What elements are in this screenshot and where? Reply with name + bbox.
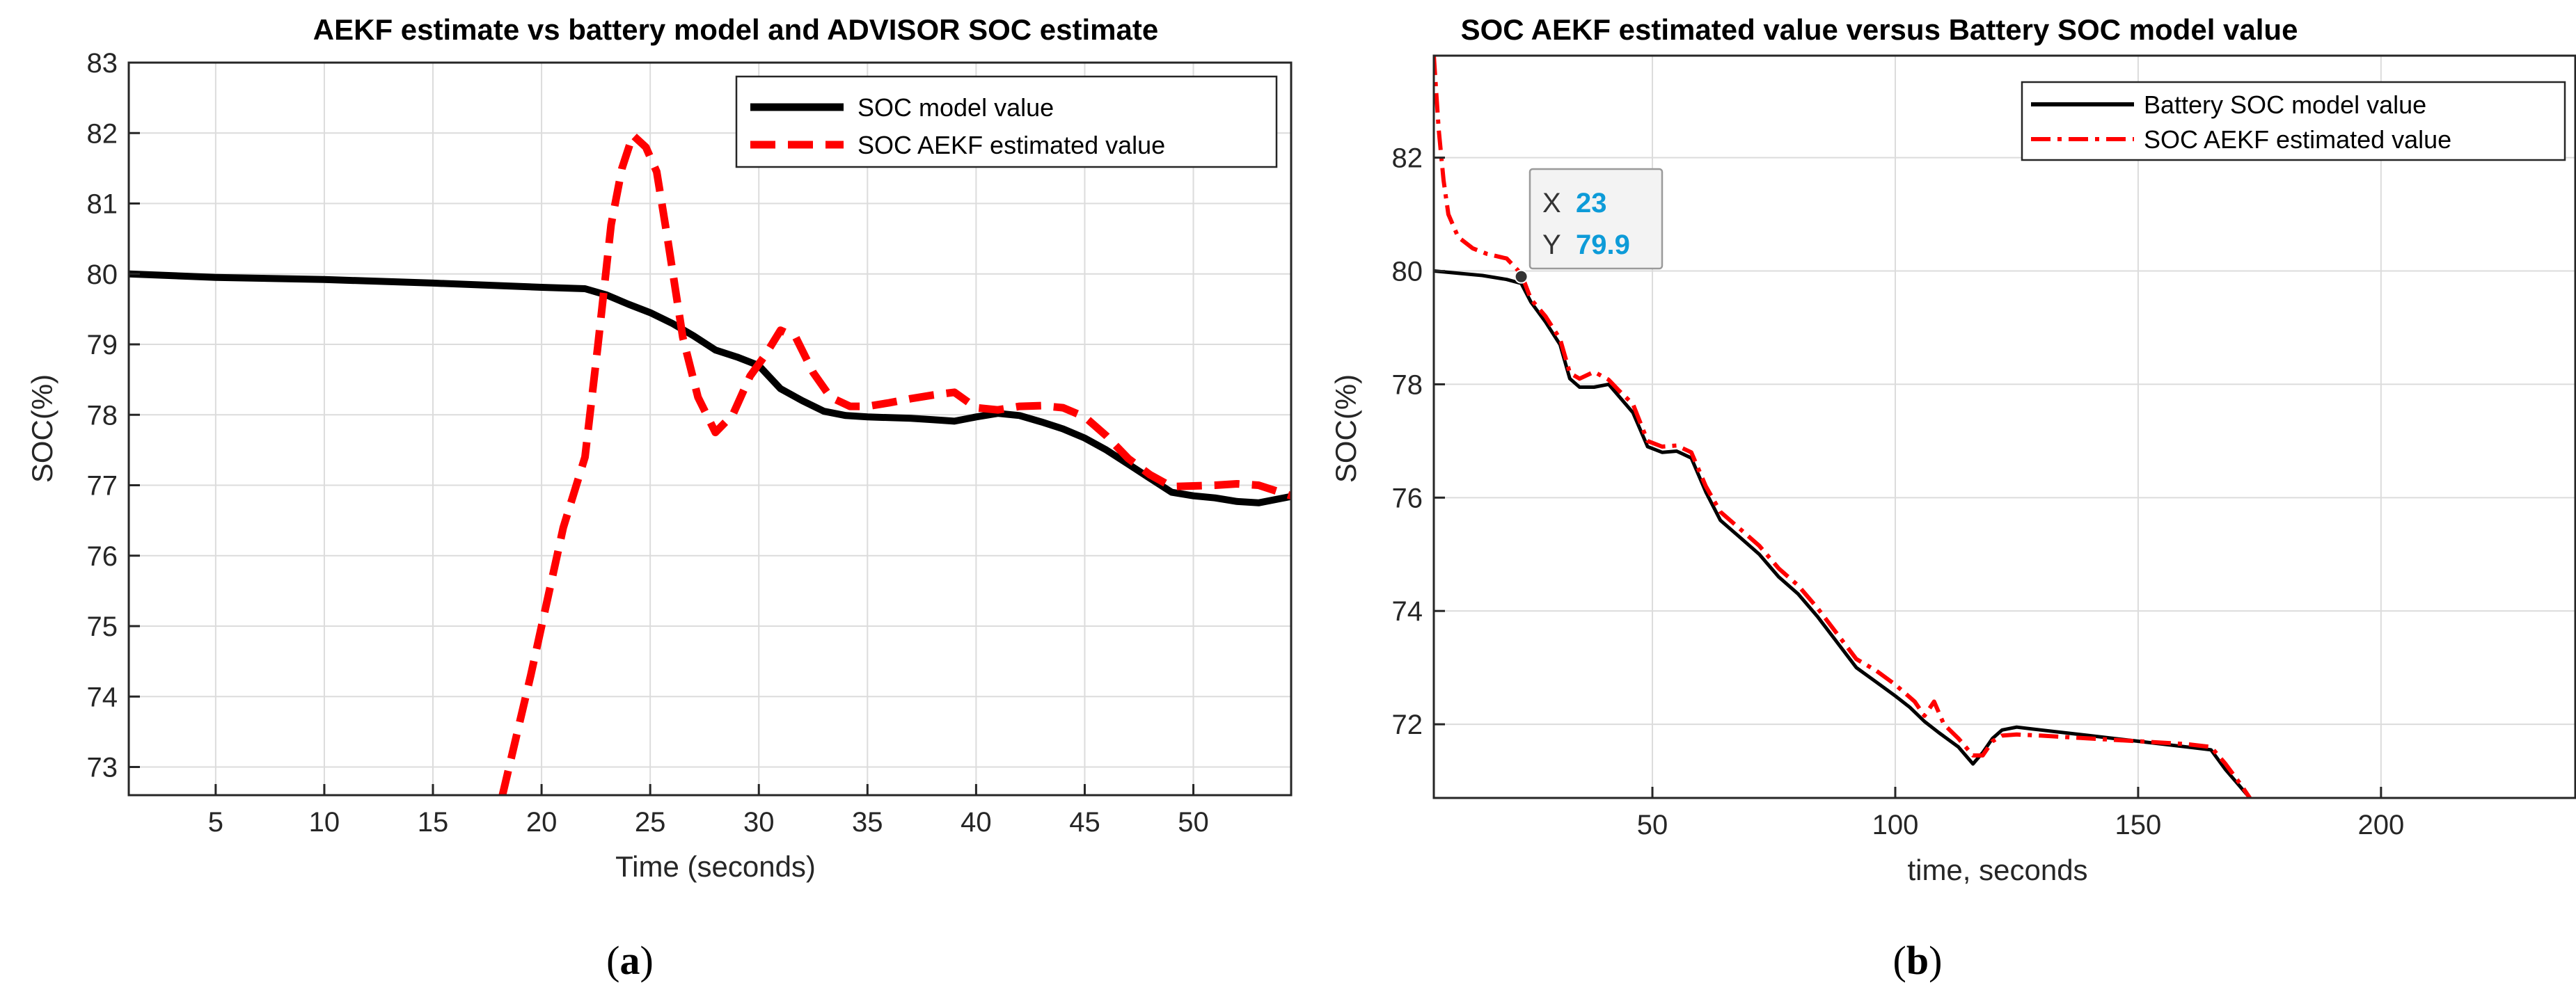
panel-b-y-tick-label: 82 <box>1392 143 1423 174</box>
panel-a-x-tick-label: 15 <box>418 807 449 838</box>
panel-a-y-ticks: 73 74 75 76 77 78 79 80 81 82 83 <box>87 48 140 783</box>
panel-a-y-tick-label: 81 <box>87 189 118 220</box>
panel-a-caption-letter: a <box>620 938 640 983</box>
panel-b-x-axis-label: time, seconds <box>1907 854 2087 886</box>
datatip-x-key: X <box>1542 188 1561 218</box>
datatip-y-key: Y <box>1542 230 1561 260</box>
panel-a-y-tick-label: 78 <box>87 400 118 431</box>
panel-b-y-tick-label: 78 <box>1392 369 1423 400</box>
panel-b-y-axis-label: SOC(%) <box>1329 374 1362 483</box>
panel-a-legend-model-label: SOC model value <box>858 93 1054 122</box>
panel-a-y-tick-label: 79 <box>87 330 118 360</box>
panel-a-x-tick-label: 45 <box>1069 807 1100 838</box>
panel-a-x-tick-label: 30 <box>743 807 775 838</box>
panel-a-x-tick-label: 25 <box>635 807 666 838</box>
panel-a-y-tick-label: 75 <box>87 612 118 642</box>
panel-b-y-tick-label: 72 <box>1392 710 1423 740</box>
panel-b-legend-aekf-label: SOC AEKF estimated value <box>2144 125 2451 154</box>
panel-b-y-tick-label: 80 <box>1392 257 1423 287</box>
panel-b-y-ticks: 72 74 76 78 80 82 <box>1392 143 1445 740</box>
datatip-marker[interactable] <box>1514 269 1528 284</box>
panel-a-legend-aekf-label: SOC AEKF estimated value <box>858 131 1165 159</box>
panel-b-x-tick-label: 150 <box>2115 810 2162 840</box>
panel-a-legend-box <box>735 75 1278 168</box>
panel-b-x-tick-label: 200 <box>2357 810 2404 840</box>
panel-a-x-tick-label: 50 <box>1178 807 1209 838</box>
panel-b-datatip: X 23 Y 79.9 <box>1514 168 1664 284</box>
panel-a-x-ticks: 5 10 15 20 25 30 35 40 45 50 <box>208 784 1209 838</box>
panel-a-x-tick-label: 10 <box>309 807 340 838</box>
panel-a-y-axis-label: SOC(%) <box>26 374 58 483</box>
panel-a-legend: SOC model value SOC AEKF estimated value <box>735 75 1278 168</box>
panel-a-x-tick-label: 40 <box>961 807 992 838</box>
panel-b-caption: (b) <box>1893 938 1943 983</box>
panel-a-lines <box>129 131 1291 795</box>
panel-b-x-ticks: 50 100 150 200 <box>1637 787 2404 840</box>
panel-b-lines <box>1434 56 2252 798</box>
panel-a-y-tick-label: 80 <box>87 259 118 290</box>
datatip-box <box>1528 168 1664 270</box>
panel-a-y-tick-label: 73 <box>87 753 118 783</box>
panel-a-x-tick-label: 5 <box>208 807 223 838</box>
panel-b-x-tick-label: 100 <box>1872 810 1919 840</box>
panel-a-y-tick-label: 74 <box>87 682 118 712</box>
panel-b-legend-model-label: Battery SOC model value <box>2144 90 2426 119</box>
panel-b-legend: Battery SOC model value SOC AEKF estimat… <box>2021 81 2566 161</box>
panel-a-series-model-line <box>129 270 1291 506</box>
panel-a-x-tick-label: 20 <box>526 807 558 838</box>
panel-b-legend-box <box>2021 81 2566 161</box>
panel-b-x-tick-label: 50 <box>1637 810 1668 840</box>
panel-a-y-tick-label: 83 <box>87 48 118 79</box>
panel-a-y-tick-label: 82 <box>87 118 118 149</box>
panel-a-y-tick-label: 76 <box>87 541 118 572</box>
panel-a-x-tick-label: 35 <box>852 807 883 838</box>
panel-b: SOC AEKF estimated value versus Battery … <box>1329 13 2576 983</box>
panel-a: AEKF estimate vs battery model and ADVIS… <box>26 13 1293 983</box>
panel-b-y-tick-label: 76 <box>1392 483 1423 513</box>
panel-b-series-aekf-line <box>1434 56 2252 798</box>
datatip-x-value: 23 <box>1576 188 1607 218</box>
panel-a-x-axis-label: Time (seconds) <box>615 850 816 883</box>
panel-a-y-tick-label: 77 <box>87 471 118 502</box>
panel-a-title: AEKF estimate vs battery model and ADVIS… <box>313 13 1158 46</box>
panel-a-series-aekf-line <box>498 131 1291 795</box>
panel-a-caption: (a) <box>606 938 654 983</box>
panel-b-series-model-line <box>1434 269 2252 798</box>
panel-a-axes-frame <box>127 61 1293 797</box>
panel-b-caption-letter: b <box>1906 938 1929 983</box>
datatip-y-value: 79.9 <box>1576 230 1630 260</box>
panel-b-axes-frame <box>1432 54 2576 799</box>
panel-b-grid <box>1434 56 2575 798</box>
panel-b-y-tick-label: 74 <box>1392 596 1423 627</box>
panel-b-title: SOC AEKF estimated value versus Battery … <box>1461 13 2298 46</box>
